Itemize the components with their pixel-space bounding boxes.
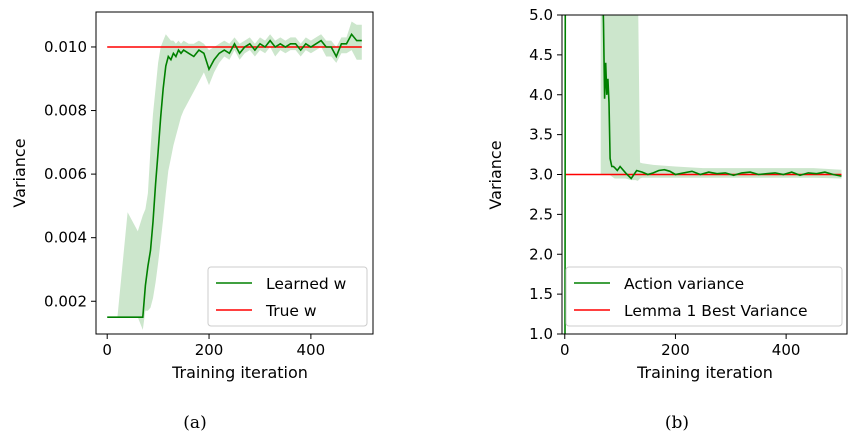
chart-b: 0 200 400 1.0 1.5 2.0 2.5 3.0 3.5 4.0 4.5 5.0 Trai…: [486, 6, 848, 433]
chart-b-xlabel: Training iteration: [636, 363, 773, 382]
chart-a-confidence-band: [107, 21, 362, 330]
chart-a-legend: Learned w True w: [207, 266, 368, 327]
chart-a-frame: [95, 11, 374, 335]
chart-a-caption: (a): [183, 413, 206, 433]
chart-b-xtick-label: 200: [661, 341, 690, 359]
chart-a-xticks: 0 200 400: [102, 334, 325, 359]
chart-a-series-learned-w: [107, 32, 362, 319]
chart-a-ytick-label: 0.010: [44, 38, 87, 56]
chart-b-confidence-band: [600, 15, 842, 181]
chart-b-ytick-label: 2.0: [529, 245, 553, 263]
chart-a-legend-label-learned: Learned w: [266, 275, 347, 293]
chart-b-legend: Action variance Lemma 1 Best Variance: [565, 266, 843, 327]
chart-b-legend-label-action: Action variance: [624, 275, 744, 293]
chart-b-ytick-label: 2.5: [529, 205, 553, 223]
chart-b-ytick-label: 3.0: [529, 166, 553, 184]
chart-a-xlabel: Training iteration: [171, 363, 308, 382]
chart-b-ytick-label: 4.0: [529, 86, 553, 104]
chart-b-xtick-label: 0: [560, 341, 570, 359]
chart-a-ytick-label: 0.008: [44, 102, 87, 120]
chart-a-ytick-label: 0.002: [44, 292, 87, 310]
chart-b-xticks: 0 200 400: [560, 334, 800, 359]
chart-b-series-action-variance: [564, 15, 842, 334]
chart-a-legend-label-true: True w: [265, 302, 317, 320]
chart-a-band: [107, 21, 362, 330]
chart-b-legend-box: [565, 266, 843, 327]
chart-b-yticks: 1.0 1.5 2.0 2.5 3.0 3.5 4.0 4.5 5.0: [529, 6, 562, 343]
chart-a-ylabel: Variance: [10, 138, 29, 207]
chart-b-ytick-label: 3.5: [529, 126, 553, 144]
chart-b-ytick-label: 1.5: [529, 285, 553, 303]
chart-a-xtick-label: 400: [297, 341, 326, 359]
chart-b-band: [600, 15, 842, 181]
chart-b-caption: (b): [665, 413, 689, 433]
chart-a-legend-box: [207, 266, 368, 327]
chart-a-xtick-label: 0: [102, 341, 112, 359]
chart-a-ytick-label: 0.004: [44, 229, 87, 247]
chart-b-ylabel: Variance: [486, 140, 505, 209]
chart-b-ytick-label: 5.0: [529, 6, 553, 24]
chart-a-ytick-label: 0.006: [44, 165, 87, 183]
chart-a-yticks: 0.002 0.004 0.006 0.008 0.010: [44, 38, 96, 310]
chart-b-xtick-label: 400: [772, 341, 801, 359]
chart-a-lines: [107, 32, 362, 319]
chart-a: 0 200 400 0.002 0.004 0.006 0.008 0.010 Traini…: [10, 11, 374, 433]
chart-a-xtick-label: 200: [195, 341, 224, 359]
chart-b-legend-label-lemma: Lemma 1 Best Variance: [624, 302, 808, 320]
chart-b-ytick-label: 1.0: [529, 325, 553, 343]
chart-b-lines: [564, 15, 842, 334]
chart-b-ytick-label: 4.5: [529, 46, 553, 64]
